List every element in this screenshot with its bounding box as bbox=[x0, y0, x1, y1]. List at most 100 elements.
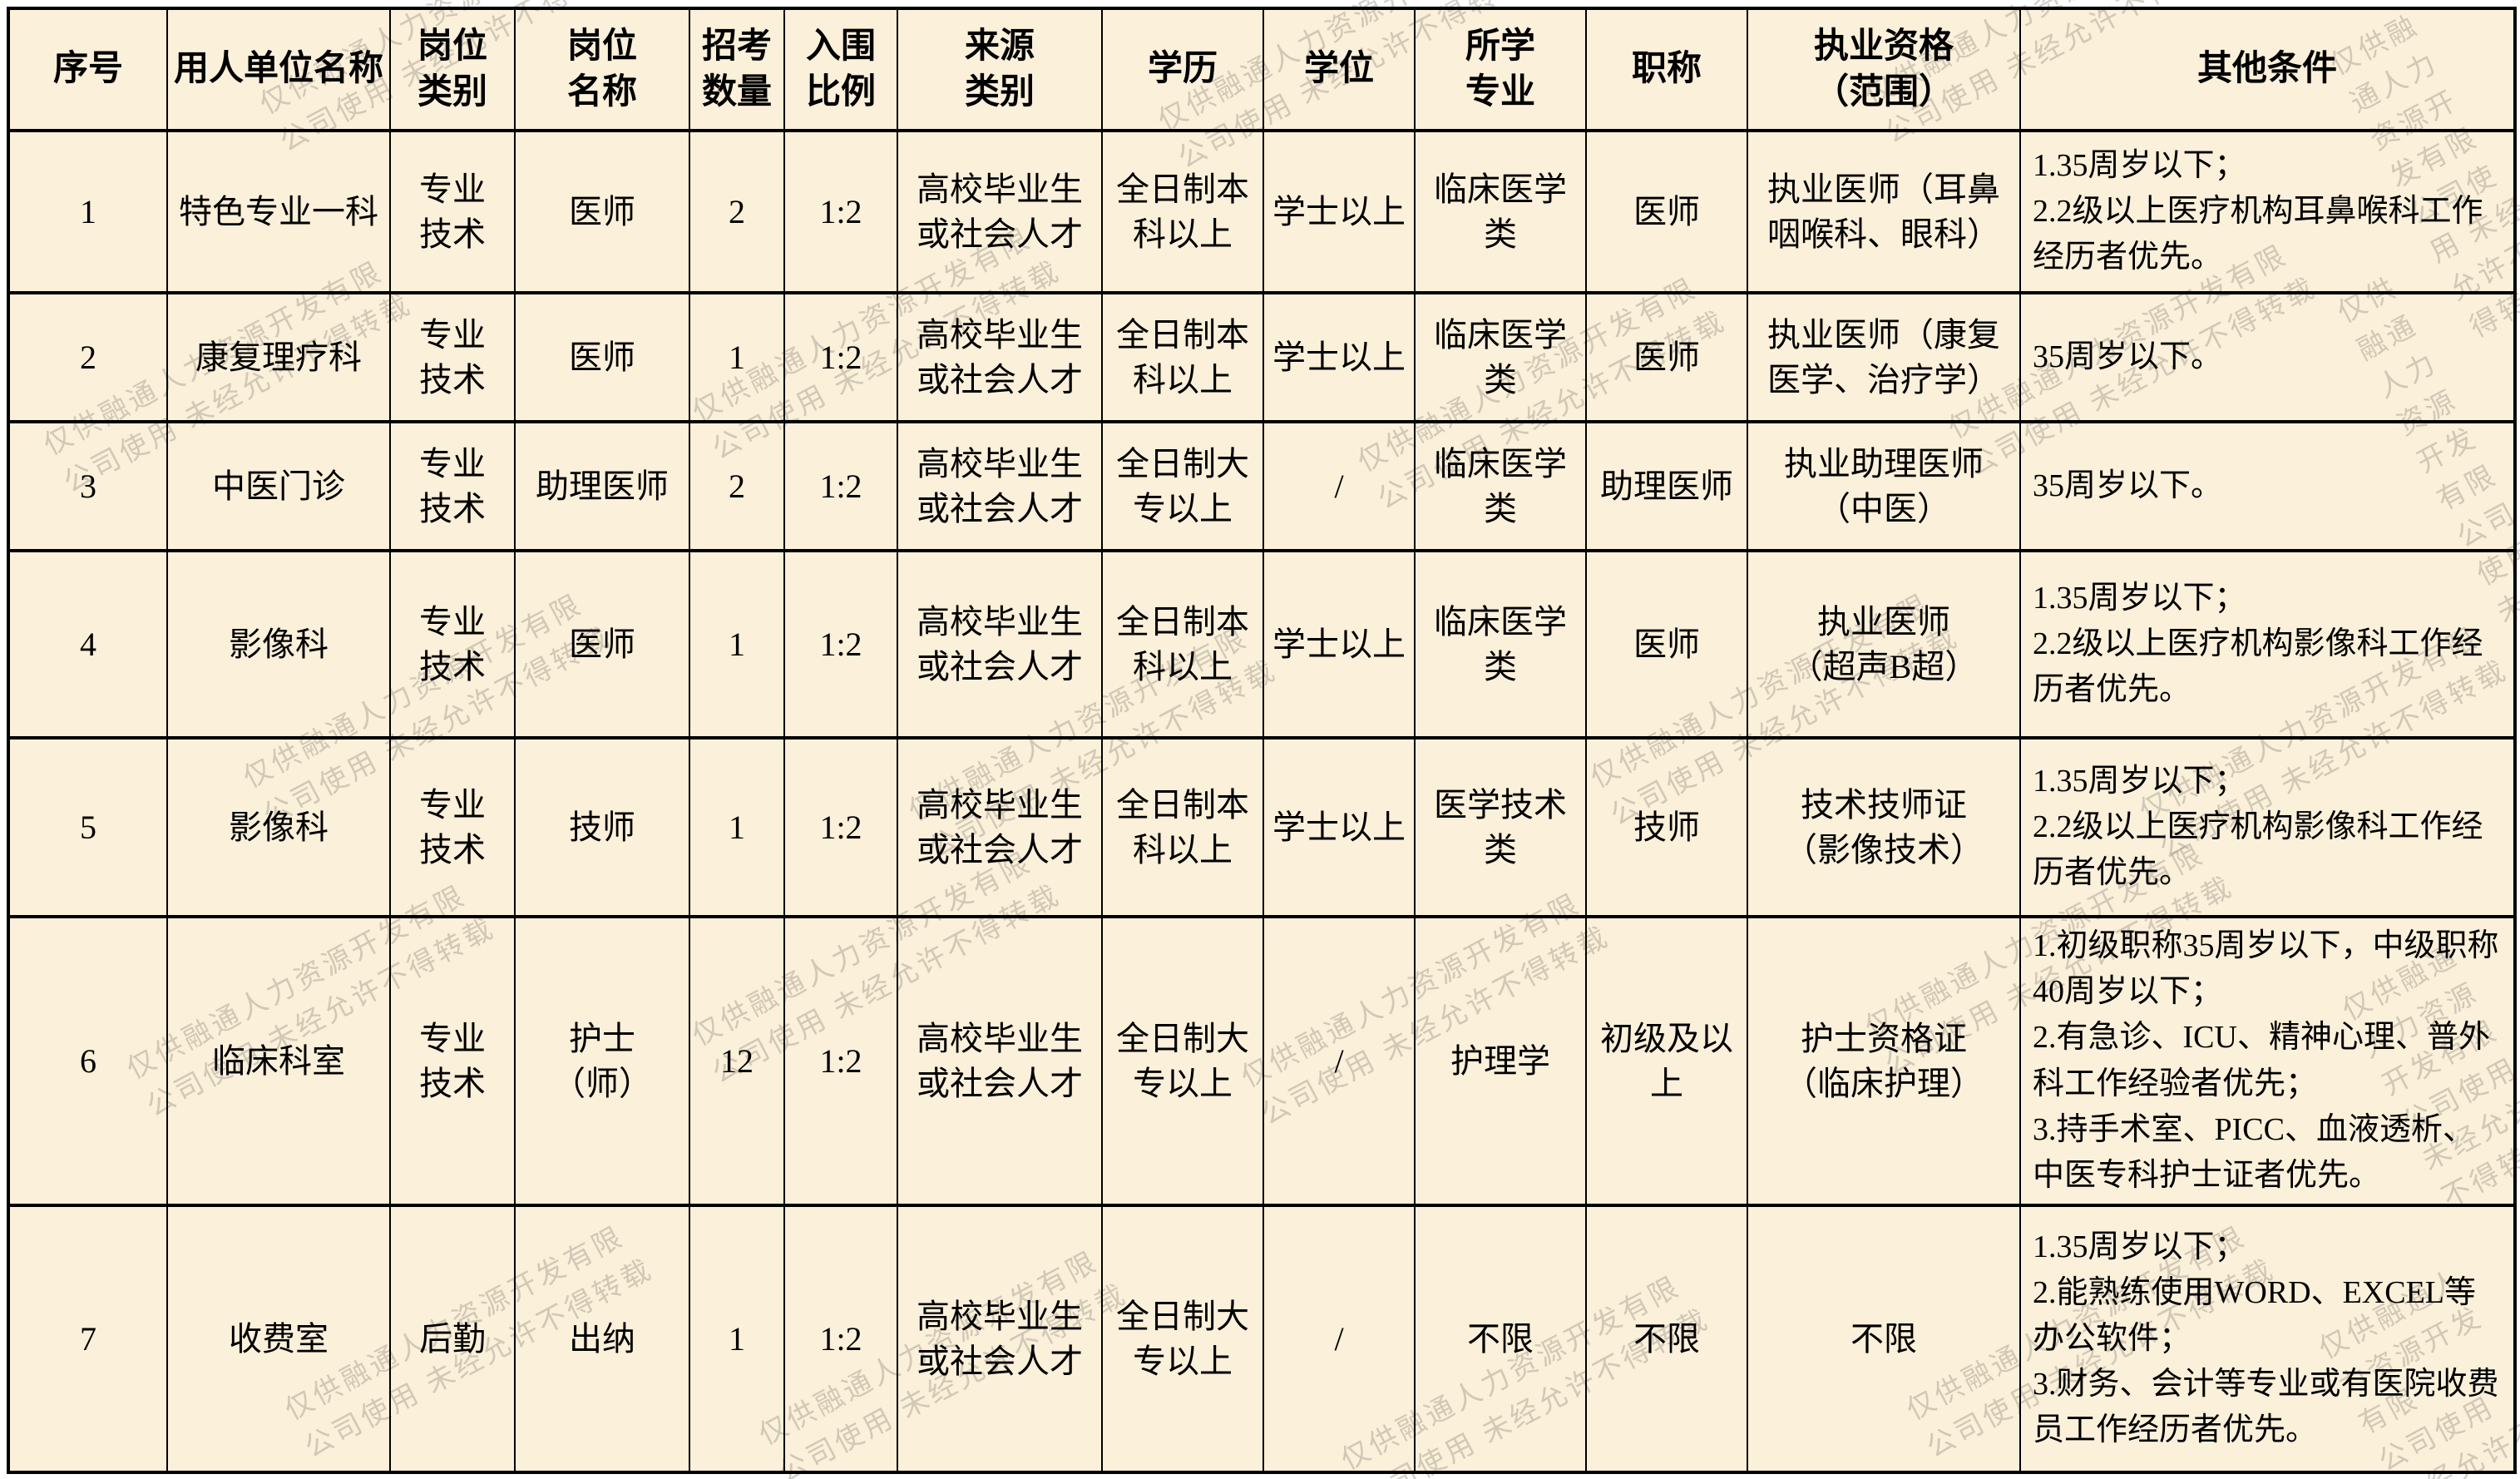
cell-qualification: 执业助理医师 （中医） bbox=[1747, 420, 2021, 552]
col-education: 学历 bbox=[1101, 7, 1264, 132]
col-source-category: 来源 类别 bbox=[897, 7, 1103, 132]
table-row: 2 康复理疗科 专业 技术 医师 1 1:2 高校毕业生 或社会人才 全日制本 科以上 学士以上… bbox=[7, 291, 2516, 423]
col-major: 所学 专业 bbox=[1414, 7, 1587, 132]
cell-source-category: 高校毕业生 或社会人才 bbox=[897, 915, 1103, 1207]
cell-post-name: 医师 bbox=[514, 129, 690, 294]
col-serial: 序号 bbox=[7, 7, 168, 132]
cell-other-conditions: 35周岁以下。 bbox=[2019, 291, 2516, 423]
cell-employer: 影像科 bbox=[166, 549, 391, 740]
cell-major: 临床医学 类 bbox=[1414, 420, 1587, 552]
cell-post-category: 专业 技术 bbox=[389, 549, 516, 740]
cell-qualification: 执业医师 （超声B超） bbox=[1747, 549, 2021, 740]
cell-post-category: 专业 技术 bbox=[389, 420, 516, 552]
cell-degree: 学士以上 bbox=[1262, 549, 1416, 740]
cell-recruit-count: 2 bbox=[689, 420, 785, 552]
table-row: 4 影像科 专业 技术 医师 1 1:2 高校毕业生 或社会人才 全日制本 科以上 学士以上 临床… bbox=[7, 549, 2516, 740]
cell-other-conditions: 35周岁以下。 bbox=[2019, 420, 2516, 552]
cell-recruit-count: 2 bbox=[689, 129, 785, 294]
col-degree: 学位 bbox=[1262, 7, 1416, 132]
cell-other-conditions: 1.35周岁以下； 2.2级以上医疗机构耳鼻喉科工作经历者优先。 bbox=[2019, 129, 2516, 294]
cell-education: 全日制本 科以上 bbox=[1101, 129, 1264, 294]
cell-degree: 学士以上 bbox=[1262, 291, 1416, 423]
cell-post-name: 医师 bbox=[514, 549, 690, 740]
cell-education: 全日制本 科以上 bbox=[1101, 549, 1264, 740]
cell-major: 护理学 bbox=[1414, 915, 1587, 1207]
cell-title: 助理医师 bbox=[1585, 420, 1748, 552]
cell-employer: 康复理疗科 bbox=[166, 291, 391, 423]
cell-source-category: 高校毕业生 或社会人才 bbox=[897, 291, 1103, 423]
cell-degree: 学士以上 bbox=[1262, 129, 1416, 294]
cell-title: 医师 bbox=[1585, 549, 1748, 740]
cell-post-category: 专业 技术 bbox=[389, 915, 516, 1207]
cell-other-conditions: 1.35周岁以下； 2.能熟练使用WORD、EXCEL等办公软件； 3.财务、会… bbox=[2019, 1204, 2516, 1474]
cell-degree: / bbox=[1262, 915, 1416, 1207]
cell-recruit-count: 12 bbox=[689, 915, 785, 1207]
cell-serial: 2 bbox=[7, 291, 168, 423]
cell-source-category: 高校毕业生 或社会人才 bbox=[897, 129, 1103, 294]
cell-shortlist-ratio: 1:2 bbox=[783, 915, 898, 1207]
cell-degree: / bbox=[1262, 420, 1416, 552]
cell-title: 技师 bbox=[1585, 736, 1748, 918]
cell-source-category: 高校毕业生 或社会人才 bbox=[897, 1204, 1103, 1474]
table-row: 1 特色专业一科 专业 技术 医师 2 1:2 高校毕业生 或社会人才 全日制本 科以上 学士以… bbox=[7, 129, 2516, 294]
cell-qualification: 护士资格证 （临床护理） bbox=[1747, 915, 2021, 1207]
col-post-category: 岗位 类别 bbox=[389, 7, 516, 132]
cell-qualification: 执业医师（耳鼻 咽喉科、眼科） bbox=[1747, 129, 2021, 294]
cell-shortlist-ratio: 1:2 bbox=[783, 420, 898, 552]
cell-qualification: 不限 bbox=[1747, 1204, 2021, 1474]
cell-serial: 3 bbox=[7, 420, 168, 552]
cell-title: 医师 bbox=[1585, 291, 1748, 423]
cell-recruit-count: 1 bbox=[689, 1204, 785, 1474]
cell-education: 全日制大 专以上 bbox=[1101, 420, 1264, 552]
cell-shortlist-ratio: 1:2 bbox=[783, 291, 898, 423]
table-row: 5 影像科 专业 技术 技师 1 1:2 高校毕业生 或社会人才 全日制本 科以上 学士以上 医学… bbox=[7, 736, 2516, 918]
cell-post-category: 专业 技术 bbox=[389, 129, 516, 294]
cell-post-name: 助理医师 bbox=[514, 420, 690, 552]
cell-education: 全日制大 专以上 bbox=[1101, 1204, 1264, 1474]
cell-other-conditions: 1.35周岁以下； 2.2级以上医疗机构影像科工作经历者优先。 bbox=[2019, 736, 2516, 918]
cell-serial: 7 bbox=[7, 1204, 168, 1474]
table-row: 3 中医门诊 专业 技术 助理医师 2 1:2 高校毕业生 或社会人才 全日制大 专以上 / 临床… bbox=[7, 420, 2516, 552]
cell-shortlist-ratio: 1:2 bbox=[783, 1204, 898, 1474]
cell-education: 全日制本 科以上 bbox=[1101, 736, 1264, 918]
cell-serial: 4 bbox=[7, 549, 168, 740]
cell-employer: 影像科 bbox=[166, 736, 391, 918]
col-recruit-count: 招考 数量 bbox=[689, 7, 785, 132]
cell-shortlist-ratio: 1:2 bbox=[783, 129, 898, 294]
cell-post-name: 出纳 bbox=[514, 1204, 690, 1474]
cell-employer: 特色专业一科 bbox=[166, 129, 391, 294]
cell-source-category: 高校毕业生 或社会人才 bbox=[897, 549, 1103, 740]
table-row: 7 收费室 后勤 出纳 1 1:2 高校毕业生 或社会人才 全日制大 专以上 / 不限 不限 不限 1.… bbox=[7, 1204, 2516, 1474]
cell-education: 全日制本 科以上 bbox=[1101, 291, 1264, 423]
cell-post-name: 护士 （师） bbox=[514, 915, 690, 1207]
cell-qualification: 执业医师（康复 医学、治疗学） bbox=[1747, 291, 2021, 423]
col-title: 职称 bbox=[1585, 7, 1748, 132]
cell-post-category: 后勤 bbox=[389, 1204, 516, 1474]
cell-degree: 学士以上 bbox=[1262, 736, 1416, 918]
cell-serial: 1 bbox=[7, 129, 168, 294]
recruitment-positions-table: 序号 用人单位名称 岗位 类别 岗位 名称 招考 数量 入围 比例 来源 类别 学历 学位 所学 … bbox=[7, 7, 2517, 1474]
cell-qualification: 技术技师证 （影像技术） bbox=[1747, 736, 2021, 918]
cell-major: 医学技术 类 bbox=[1414, 736, 1587, 918]
cell-major: 不限 bbox=[1414, 1204, 1587, 1474]
cell-recruit-count: 1 bbox=[689, 549, 785, 740]
cell-post-name: 技师 bbox=[514, 736, 690, 918]
cell-title: 医师 bbox=[1585, 129, 1748, 294]
cell-serial: 5 bbox=[7, 736, 168, 918]
cell-other-conditions: 1.35周岁以下； 2.2级以上医疗机构影像科工作经历者优先。 bbox=[2019, 549, 2516, 740]
col-other-conditions: 其他条件 bbox=[2019, 7, 2516, 132]
cell-source-category: 高校毕业生 或社会人才 bbox=[897, 736, 1103, 918]
col-shortlist-ratio: 入围 比例 bbox=[783, 7, 898, 132]
cell-title: 初级及以 上 bbox=[1585, 915, 1748, 1207]
cell-recruit-count: 1 bbox=[689, 291, 785, 423]
cell-title: 不限 bbox=[1585, 1204, 1748, 1474]
cell-employer: 临床科室 bbox=[166, 915, 391, 1207]
cell-major: 临床医学 类 bbox=[1414, 549, 1587, 740]
header-row: 序号 用人单位名称 岗位 类别 岗位 名称 招考 数量 入围 比例 来源 类别 学历 学位 所学 … bbox=[7, 7, 2516, 132]
col-employer: 用人单位名称 bbox=[166, 7, 391, 132]
cell-source-category: 高校毕业生 或社会人才 bbox=[897, 420, 1103, 552]
cell-serial: 6 bbox=[7, 915, 168, 1207]
cell-employer: 中医门诊 bbox=[166, 420, 391, 552]
cell-degree: / bbox=[1262, 1204, 1416, 1474]
cell-employer: 收费室 bbox=[166, 1204, 391, 1474]
